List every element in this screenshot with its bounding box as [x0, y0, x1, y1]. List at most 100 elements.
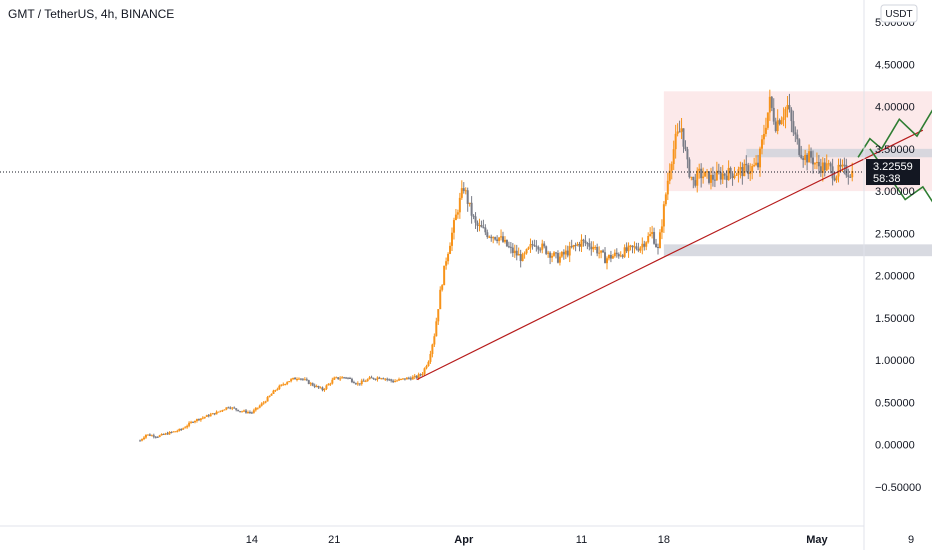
candle-body [429, 353, 432, 362]
candle-body [741, 167, 744, 177]
candle-body [598, 252, 601, 254]
candle-body [649, 234, 652, 237]
candle-body [811, 157, 814, 165]
candle-body [643, 243, 646, 247]
candle-body [150, 435, 153, 437]
candle-body [211, 413, 214, 415]
candle-body [345, 377, 348, 379]
currency-button[interactable]: USDT [880, 4, 918, 23]
trendline [416, 129, 924, 381]
candle-body [235, 408, 238, 410]
candle-body [154, 436, 157, 438]
candle-body [711, 174, 714, 180]
candle-body [717, 170, 720, 173]
candle-body [205, 415, 208, 417]
candle-body [609, 254, 612, 259]
candle-body [190, 421, 193, 423]
candle-body [778, 120, 781, 125]
candle-body [556, 252, 559, 263]
candle-body [590, 246, 593, 250]
candle-body [301, 378, 304, 380]
candle-body [264, 401, 267, 403]
candle-body [243, 410, 246, 412]
candle-body [460, 188, 463, 198]
candle-body [772, 107, 775, 122]
candle-body [641, 243, 644, 248]
currency-label: USDT [885, 9, 912, 20]
candle-body [709, 174, 712, 183]
candle-body [617, 254, 620, 257]
candle-body [193, 421, 196, 423]
candle-body [562, 252, 565, 255]
candle-body [323, 388, 326, 391]
candle-body [266, 397, 269, 402]
candle-body [174, 431, 177, 433]
candle-body [800, 154, 803, 159]
candle-body [199, 418, 202, 421]
candle-body [390, 379, 393, 381]
candle-body [415, 375, 418, 378]
candle-body [503, 239, 506, 242]
candle-body [201, 417, 204, 419]
candle-body [764, 127, 767, 134]
candle-body [462, 188, 465, 191]
candle-body [651, 232, 654, 235]
candle-body [490, 236, 493, 239]
candle-body [451, 232, 453, 246]
candle-body [631, 245, 634, 248]
candle-body [729, 167, 732, 174]
candle-body [794, 132, 797, 135]
candle-body [541, 243, 544, 250]
candle-body [180, 428, 183, 430]
candle-body [331, 379, 334, 384]
candle-body [623, 247, 626, 257]
candle-body [647, 236, 650, 243]
candle-body [335, 377, 338, 379]
time-axis[interactable]: 1421Apr1118May91623 [246, 534, 932, 546]
candle-body [233, 407, 236, 409]
candle-body [537, 246, 540, 250]
candle-body [774, 121, 777, 132]
candle-body [757, 162, 760, 168]
candle-body [139, 440, 142, 442]
candle-body [845, 164, 848, 176]
candle-body [337, 377, 340, 380]
candle-body [447, 253, 450, 262]
candle-body [443, 265, 446, 286]
candle-body [215, 411, 218, 415]
candle-body [197, 419, 200, 421]
candle-body [294, 377, 297, 380]
candle-body [713, 179, 716, 181]
candle-body [543, 243, 546, 247]
candle-body [578, 243, 581, 247]
candle-body [158, 435, 161, 438]
candle-body [782, 117, 785, 121]
candle-body [792, 121, 795, 133]
candle-body [366, 379, 369, 382]
candle-body [382, 378, 385, 380]
candle-body [358, 383, 361, 385]
candle-body [231, 407, 234, 409]
candle-body [148, 434, 151, 436]
candle-body [319, 387, 322, 389]
candle-body [494, 237, 497, 240]
candle-body [482, 227, 485, 229]
candle-body [496, 239, 499, 242]
candle-body [407, 377, 410, 379]
candle-body [839, 164, 842, 167]
candle-body [152, 435, 155, 437]
candle-body [804, 154, 807, 161]
candle-body [409, 378, 412, 380]
candle-body [813, 163, 816, 165]
candle-body [368, 377, 371, 380]
candle-body [700, 168, 703, 179]
candle-body [751, 166, 754, 172]
candle-body [531, 244, 534, 246]
candle-body [615, 252, 618, 255]
candle-body [141, 439, 144, 441]
candle-body [739, 167, 742, 170]
candle-body [843, 164, 846, 166]
candle-body [607, 254, 610, 259]
price-tick-label: 1.00000 [875, 355, 915, 367]
